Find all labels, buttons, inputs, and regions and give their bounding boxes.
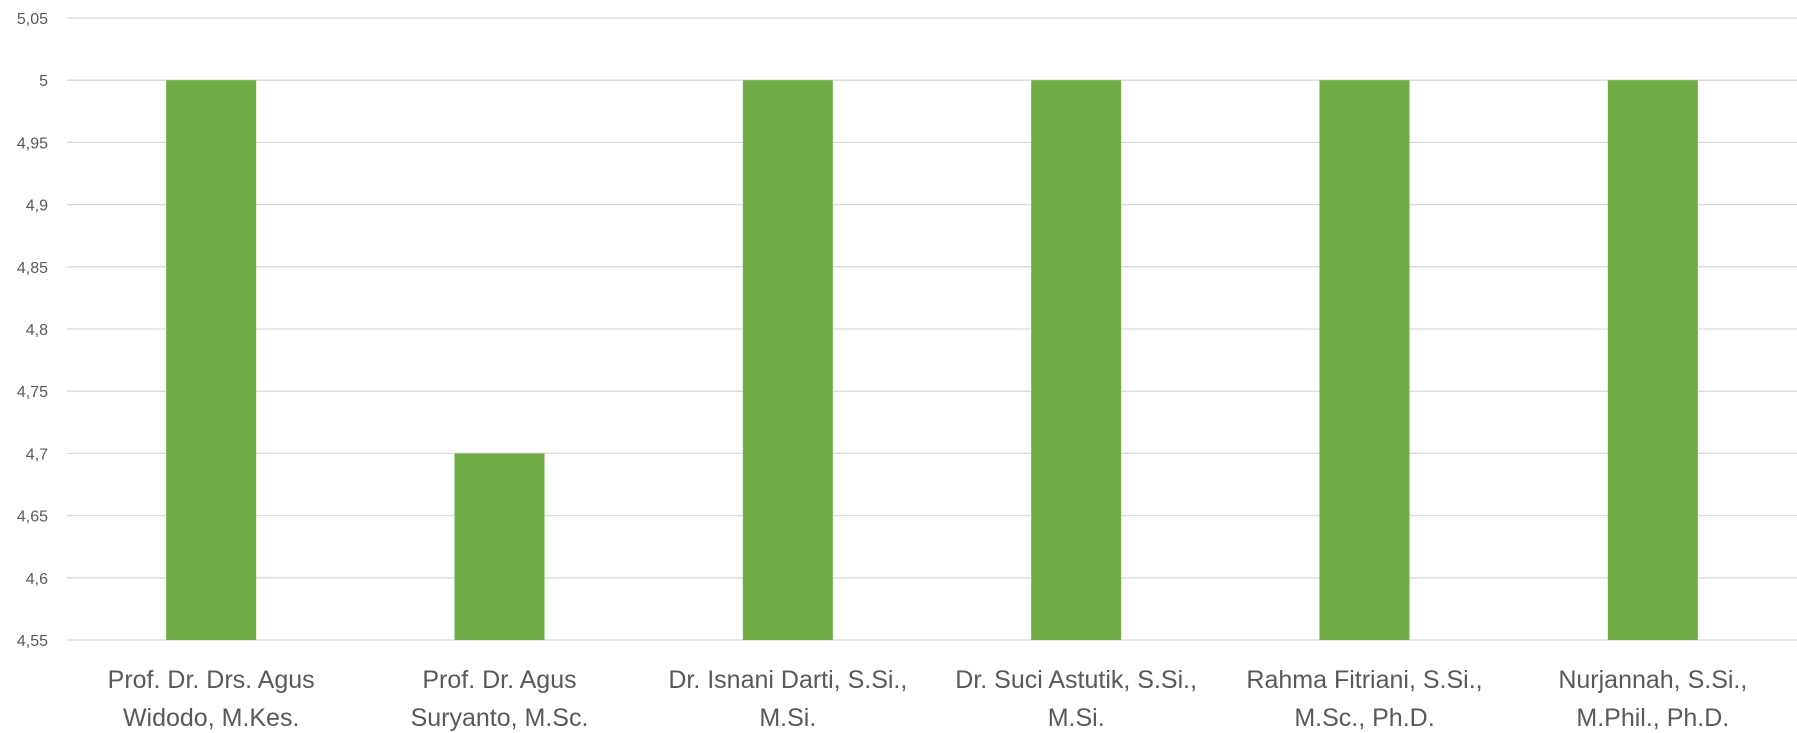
y-tick-label: 5	[39, 73, 48, 90]
x-category-label: Prof. Dr. Agus	[422, 666, 576, 694]
y-tick-label: 4,6	[26, 571, 48, 588]
x-category-label: Dr. Isnani Darti, S.Si.,	[668, 666, 907, 694]
y-axis-tick-labels: 4,55 4,6 4,65 4,7 4,75 4,8 4,85 4,9 4,95 5 5,05	[17, 11, 48, 650]
x-category-label: Prof. Dr. Drs. Agus	[108, 666, 315, 694]
y-tick-label: 4,9	[26, 198, 48, 215]
bar	[742, 80, 833, 640]
bar	[454, 453, 545, 640]
y-tick-label: 4,95	[17, 135, 48, 152]
x-category-label: Widodo, M.Kes.	[123, 704, 299, 732]
x-axis-category-labels: Prof. Dr. Drs. Agus Widodo, M.Kes. Prof. D…	[108, 666, 1748, 732]
bar	[166, 80, 257, 640]
x-category-label: Dr. Suci Astutik, S.Si.,	[955, 666, 1197, 694]
y-tick-label: 4,55	[17, 633, 48, 650]
x-category-label: M.Phil., Ph.D.	[1576, 704, 1729, 732]
y-tick-label: 4,85	[17, 260, 48, 277]
y-tick-label: 4,8	[26, 322, 48, 339]
x-category-label: M.Si.	[759, 704, 816, 732]
gridlines	[67, 17, 1797, 641]
bar	[1031, 80, 1122, 640]
y-tick-label: 4,75	[17, 384, 48, 401]
x-category-label: M.Si.	[1048, 704, 1105, 732]
y-tick-label: 4,65	[17, 509, 48, 526]
bar	[1607, 80, 1698, 640]
x-category-label: Nurjannah, S.Si.,	[1558, 666, 1747, 694]
y-tick-label: 4,7	[26, 446, 48, 463]
x-category-label: Rahma Fitriani, S.Si.,	[1246, 666, 1482, 694]
x-category-label: M.Sc., Ph.D.	[1294, 704, 1434, 732]
x-category-label: Suryanto, M.Sc.	[411, 704, 589, 732]
bars	[166, 80, 1698, 640]
bar	[1319, 80, 1410, 640]
y-tick-label: 5,05	[17, 11, 48, 28]
